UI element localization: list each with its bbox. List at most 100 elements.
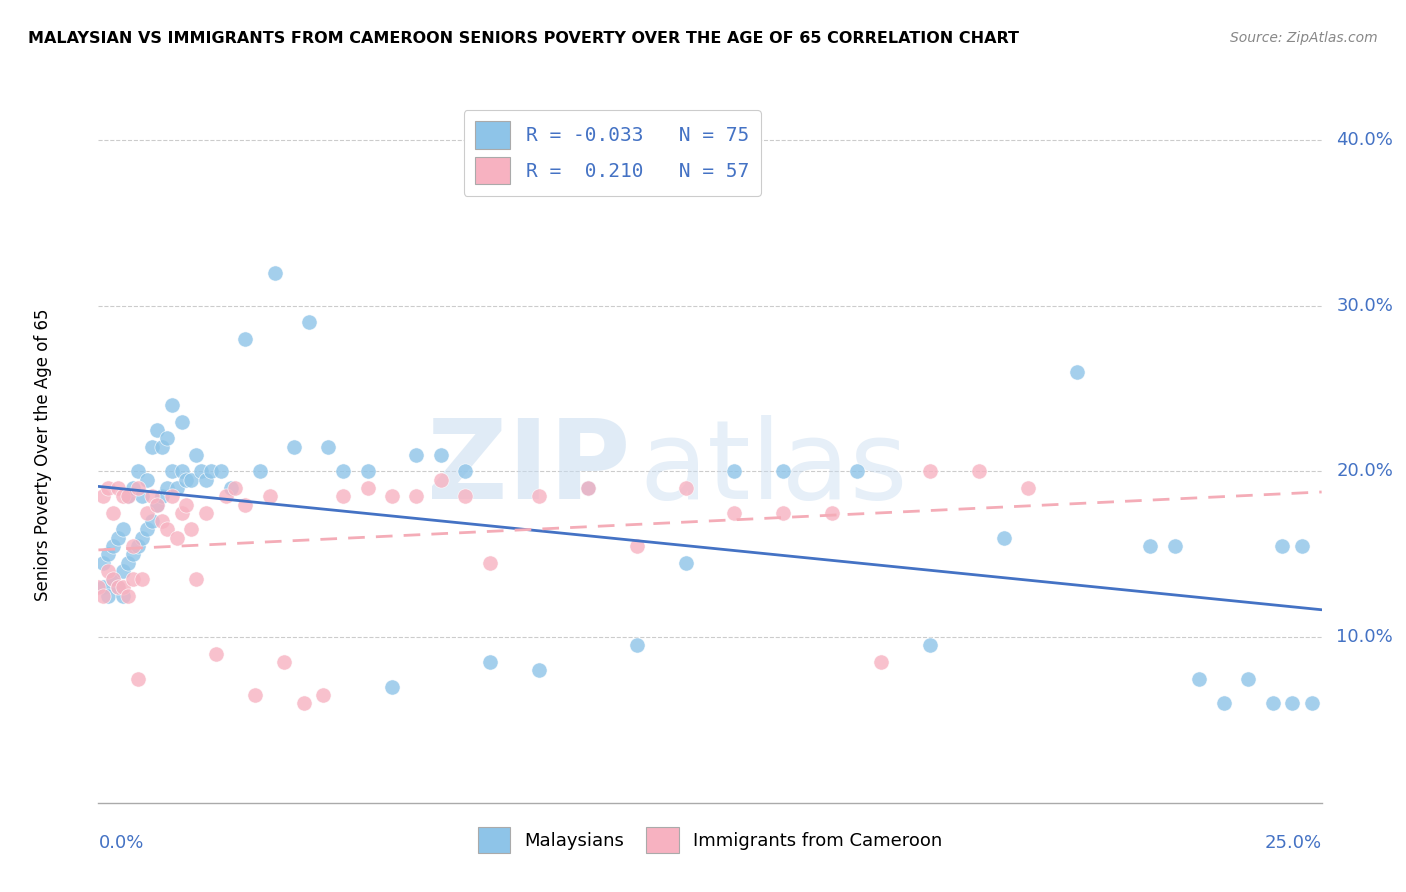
Point — [160, 465, 183, 479]
Point — [117, 489, 139, 503]
Point — [141, 514, 163, 528]
Point — [821, 506, 844, 520]
Point — [146, 498, 169, 512]
Point — [97, 547, 120, 561]
Point — [405, 448, 427, 462]
Point — [180, 523, 202, 537]
Point — [576, 481, 599, 495]
Point — [224, 481, 246, 495]
Text: 25.0%: 25.0% — [1264, 834, 1322, 852]
Point — [381, 680, 404, 694]
Point — [430, 473, 453, 487]
Point — [195, 506, 218, 520]
Point — [920, 465, 942, 479]
Point — [356, 481, 378, 495]
Text: 10.0%: 10.0% — [1336, 628, 1393, 646]
Point — [273, 655, 295, 669]
Point — [1139, 539, 1161, 553]
Text: Source: ZipAtlas.com: Source: ZipAtlas.com — [1230, 31, 1378, 45]
Point — [127, 672, 149, 686]
Point — [214, 489, 236, 503]
Point — [576, 481, 599, 495]
Point — [243, 688, 266, 702]
Point — [87, 581, 110, 595]
Point — [1281, 697, 1303, 711]
Text: MALAYSIAN VS IMMIGRANTS FROM CAMEROON SENIORS POVERTY OVER THE AGE OF 65 CORRELA: MALAYSIAN VS IMMIGRANTS FROM CAMEROON SE… — [28, 31, 1019, 46]
Point — [156, 481, 179, 495]
Text: atlas: atlas — [640, 416, 908, 523]
Point — [91, 589, 114, 603]
Point — [318, 440, 340, 454]
Point — [166, 531, 188, 545]
Point — [131, 489, 153, 503]
Point — [675, 481, 697, 495]
Point — [249, 465, 271, 479]
Text: 20.0%: 20.0% — [1336, 462, 1393, 481]
Point — [136, 506, 159, 520]
Point — [127, 539, 149, 553]
Point — [1261, 697, 1284, 711]
Point — [723, 506, 745, 520]
Point — [107, 581, 129, 595]
Point — [117, 489, 139, 503]
Point — [772, 506, 794, 520]
Point — [111, 589, 134, 603]
Point — [723, 465, 745, 479]
Point — [263, 266, 285, 280]
Text: 40.0%: 40.0% — [1336, 131, 1393, 149]
Point — [195, 473, 218, 487]
Text: 30.0%: 30.0% — [1336, 297, 1393, 315]
Point — [107, 481, 129, 495]
Point — [430, 448, 453, 462]
Point — [146, 423, 169, 437]
Point — [150, 489, 173, 503]
Point — [107, 581, 129, 595]
Point — [298, 315, 321, 329]
Point — [101, 572, 124, 586]
Text: ZIP: ZIP — [427, 416, 630, 523]
Point — [176, 498, 198, 512]
Point — [91, 581, 114, 595]
Point — [111, 523, 134, 537]
Point — [141, 489, 163, 503]
Point — [920, 639, 942, 653]
Point — [97, 589, 120, 603]
Text: Seniors Poverty Over the Age of 65: Seniors Poverty Over the Age of 65 — [34, 309, 52, 601]
Point — [170, 506, 193, 520]
Point — [312, 688, 335, 702]
Point — [527, 489, 550, 503]
Point — [626, 539, 648, 553]
Point — [356, 465, 378, 479]
Point — [1237, 672, 1260, 686]
Point — [233, 498, 256, 512]
Point — [150, 440, 173, 454]
Point — [186, 448, 208, 462]
Point — [381, 489, 404, 503]
Point — [527, 663, 550, 677]
Legend: Malaysians, Immigrants from Cameroon: Malaysians, Immigrants from Cameroon — [471, 820, 949, 860]
Point — [127, 465, 149, 479]
Point — [478, 556, 501, 570]
Point — [259, 489, 281, 503]
Point — [150, 514, 173, 528]
Point — [91, 489, 114, 503]
Point — [156, 523, 179, 537]
Point — [170, 465, 193, 479]
Point — [111, 489, 134, 503]
Point — [160, 489, 183, 503]
Point — [454, 489, 477, 503]
Point — [405, 489, 427, 503]
Point — [121, 481, 143, 495]
Point — [136, 473, 159, 487]
Point — [131, 572, 153, 586]
Point — [111, 564, 134, 578]
Point — [200, 465, 222, 479]
Point — [1271, 539, 1294, 553]
Point — [117, 556, 139, 570]
Point — [1188, 672, 1211, 686]
Point — [1291, 539, 1313, 553]
Point — [845, 465, 868, 479]
Point — [107, 531, 129, 545]
Point — [131, 531, 153, 545]
Point — [156, 431, 179, 445]
